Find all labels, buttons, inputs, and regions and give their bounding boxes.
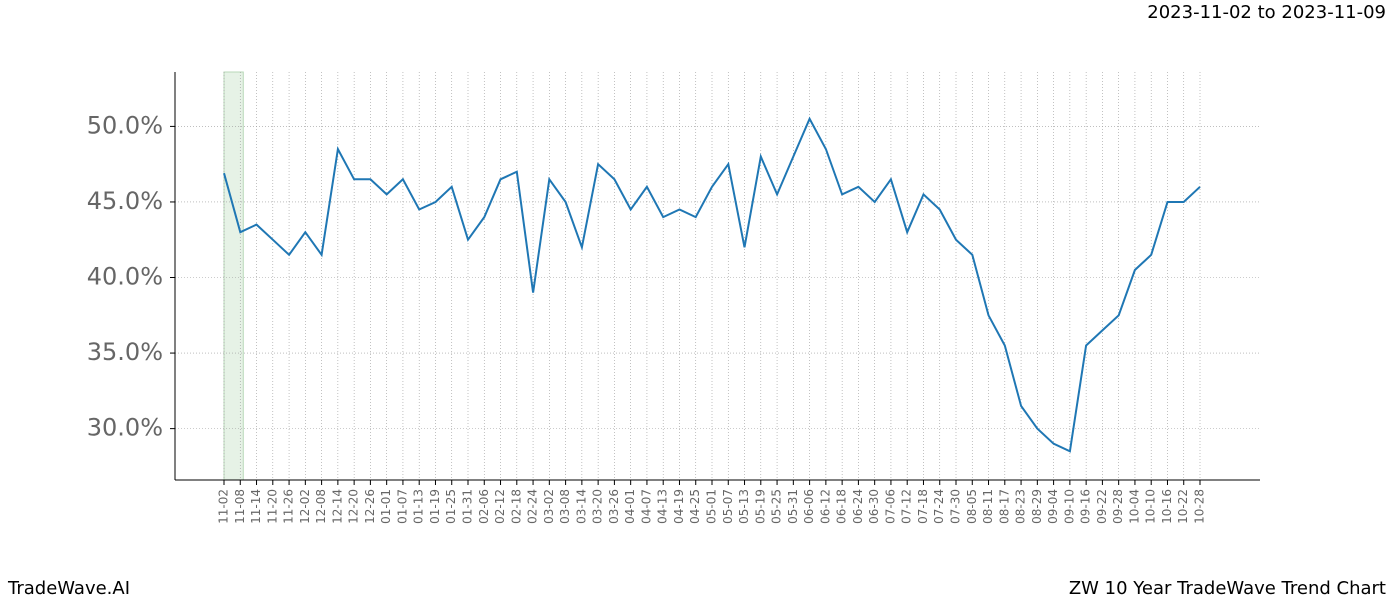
- x-tick-label: 11-20: [265, 489, 279, 524]
- x-tick-label: 09-04: [1046, 489, 1060, 524]
- x-tick-label: 01-25: [444, 489, 458, 524]
- caption: ZW 10 Year TradeWave Trend Chart: [1069, 578, 1386, 599]
- y-tick-label: 45.0%: [87, 187, 163, 215]
- x-tick-label: 01-31: [461, 489, 475, 524]
- x-tick-label: 07-30: [949, 489, 963, 524]
- x-tick-label: 01-13: [412, 489, 426, 524]
- date-range: 2023-11-02 to 2023-11-09: [1147, 2, 1386, 23]
- x-tick-label: 11-14: [249, 489, 263, 524]
- x-tick-label: 05-01: [705, 489, 719, 524]
- brand: TradeWave.AI: [7, 578, 130, 599]
- x-tick-label: 02-18: [509, 489, 523, 524]
- x-tick-label: 04-25: [688, 489, 702, 524]
- x-tick-label: 02-12: [493, 489, 507, 524]
- x-tick-label: 04-19: [672, 489, 686, 524]
- x-tick-label: 12-08: [314, 489, 328, 524]
- x-tick-label: 08-17: [997, 489, 1011, 524]
- x-tick-label: 05-13: [737, 489, 751, 524]
- x-tick-label: 05-31: [786, 489, 800, 524]
- x-tick-label: 10-22: [1176, 489, 1190, 524]
- y-tick-label: 50.0%: [87, 111, 163, 139]
- x-tick-label: 07-06: [883, 489, 897, 524]
- x-tick-label: 11-26: [282, 489, 296, 524]
- trend-line: [223, 116, 1201, 453]
- x-tick-label: 01-01: [379, 489, 393, 524]
- x-tick-label: 06-18: [835, 489, 849, 524]
- x-tick-label: 03-14: [574, 489, 588, 524]
- x-tick-label: 06-24: [851, 489, 865, 524]
- x-tick-label: 07-12: [900, 489, 914, 524]
- x-tick-label: 06-06: [802, 489, 816, 524]
- x-tick-label: 04-01: [623, 489, 637, 524]
- x-tick-label: 02-06: [477, 489, 491, 524]
- x-tick-label: 08-11: [981, 489, 995, 524]
- x-tick-label: 07-24: [932, 489, 946, 524]
- x-tick-label: 11-08: [233, 489, 247, 524]
- x-tick-label: 08-29: [1030, 489, 1044, 524]
- x-tick-label: 03-26: [607, 489, 621, 524]
- x-tick-label: 03-08: [558, 489, 572, 524]
- x-tick-label: 01-19: [428, 489, 442, 524]
- x-tick-label: 06-30: [867, 489, 881, 524]
- x-tick-label: 10-16: [1160, 489, 1174, 524]
- x-tick-label: 12-20: [347, 489, 361, 524]
- y-tick-label: 40.0%: [87, 263, 163, 291]
- x-tick-label: 09-10: [1062, 489, 1076, 524]
- x-tick-label: 01-07: [395, 489, 409, 524]
- x-tick-label: 04-13: [656, 489, 670, 524]
- y-tick-label: 35.0%: [87, 338, 163, 366]
- y-tick-label: 30.0%: [87, 414, 163, 442]
- x-tick-label: 07-18: [916, 489, 930, 524]
- x-tick-label: 09-28: [1111, 489, 1125, 524]
- x-tick-label: 09-16: [1079, 489, 1093, 524]
- x-tick-label: 05-25: [770, 489, 784, 524]
- x-tick-label: 05-19: [753, 489, 767, 524]
- x-tick-label: 03-02: [542, 489, 556, 524]
- x-tick-label: 09-22: [1095, 489, 1109, 524]
- x-tick-label: 05-07: [721, 489, 735, 524]
- x-tick-label: 08-23: [1014, 489, 1028, 524]
- x-tick-label: 02-24: [526, 489, 540, 524]
- x-tick-label: 10-28: [1193, 489, 1207, 524]
- x-tick-label: 11-02: [217, 489, 231, 524]
- x-tick-label: 12-14: [330, 489, 344, 524]
- x-tick-label: 12-02: [298, 489, 312, 524]
- x-tick-label: 08-05: [965, 489, 979, 524]
- x-tick-label: 10-10: [1144, 489, 1158, 524]
- x-tick-label: 10-04: [1127, 489, 1141, 524]
- x-tick-label: 03-20: [591, 489, 605, 524]
- x-tick-label: 06-12: [818, 489, 832, 524]
- x-tick-label: 04-07: [639, 489, 653, 524]
- x-tick-label: 12-26: [363, 489, 377, 524]
